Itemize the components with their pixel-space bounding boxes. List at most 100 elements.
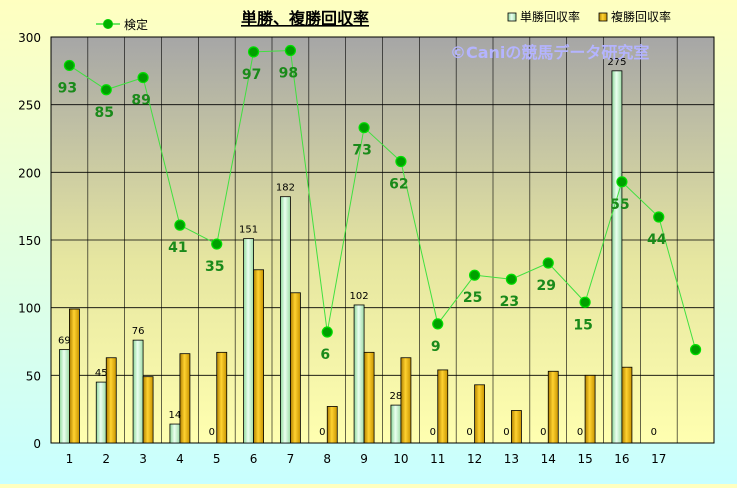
bar-win-label: 151	[239, 225, 258, 236]
bar-win-label: 28	[390, 391, 403, 402]
bar-win-label: 275	[607, 57, 626, 68]
x-tick-label: 6	[250, 452, 258, 466]
x-tick-label: 2	[102, 452, 110, 466]
x-tick-label: 10	[393, 452, 408, 466]
line-point	[321, 326, 333, 338]
bar-place	[69, 308, 80, 444]
legend-label-line: 検定	[124, 17, 148, 32]
bar-win	[611, 70, 623, 444]
bar-place	[326, 406, 338, 444]
bar-place	[290, 292, 301, 444]
x-tick-label: 3	[139, 452, 147, 466]
y-tick-label: 300	[18, 31, 41, 45]
line-point	[247, 46, 260, 58]
line-point	[468, 269, 481, 281]
bar-place	[179, 353, 191, 444]
bar-place	[105, 357, 117, 444]
grid	[50, 36, 715, 444]
x-tick-label: 13	[504, 452, 519, 466]
point-label: 73	[352, 143, 371, 159]
line-point	[653, 211, 665, 223]
line-point	[358, 122, 370, 134]
y-axis: 0 50 100 150 200 250 300	[18, 31, 41, 451]
bar-win-label: 14	[169, 410, 182, 421]
bar-win-label: 182	[276, 183, 295, 194]
x-tick-label: 14	[541, 452, 556, 466]
bar-place	[511, 410, 522, 444]
y-tick-label: 100	[18, 302, 41, 316]
bars	[59, 70, 633, 444]
point-label: 35	[205, 259, 224, 275]
legend-item-place: 複勝回収率	[598, 9, 671, 24]
bar-win-label: 0	[430, 427, 436, 438]
point-label: 9	[431, 339, 441, 355]
bar-place	[621, 366, 633, 444]
bar-win-label: 76	[132, 326, 145, 337]
bar-place	[474, 384, 485, 444]
bar-win	[280, 196, 291, 444]
y-tick-label: 150	[18, 234, 41, 248]
bar-place	[216, 351, 228, 444]
point-label: 89	[131, 93, 150, 109]
point-label: 29	[537, 278, 556, 294]
bar-place	[363, 351, 375, 444]
x-tick-label: 17	[651, 452, 666, 466]
bar-win-label: 0	[466, 427, 472, 438]
line-point	[137, 71, 149, 84]
line-path	[69, 50, 697, 350]
bar-win-label: 0	[209, 427, 215, 438]
legend-label-place: 複勝回収率	[611, 9, 671, 24]
y-tick-label: 0	[33, 437, 41, 451]
bar-place	[253, 269, 264, 444]
bar-win-label: 69	[58, 336, 71, 347]
bar-place	[547, 370, 559, 444]
bar-win	[95, 381, 107, 444]
point-label: 85	[95, 105, 114, 121]
bar-win-label: 45	[95, 368, 108, 379]
line-point	[432, 318, 444, 330]
legend-label-win: 単勝回収率	[520, 9, 580, 24]
x-tick-label: 16	[614, 452, 629, 466]
x-tick-label: 12	[467, 452, 482, 466]
point-label: 62	[389, 177, 408, 193]
line-point	[174, 219, 186, 231]
y-tick-label: 250	[18, 99, 41, 113]
bar-win	[169, 423, 181, 444]
x-tick-label: 15	[577, 452, 592, 466]
chart-title: 単勝、複勝回収率	[241, 9, 369, 28]
line-point	[505, 273, 518, 285]
legend-item-win: 単勝回収率	[507, 9, 580, 24]
bar-win-label: 0	[651, 427, 657, 438]
point-label: 6	[320, 347, 330, 363]
point-label: 44	[647, 232, 667, 248]
x-tick-label: 7	[287, 452, 295, 466]
legend-item-line: 検定	[96, 17, 148, 32]
bar-place	[400, 357, 412, 444]
watermark: ©Caniの競馬データ研究室	[450, 43, 649, 62]
bar-win	[132, 339, 144, 444]
bar-win-label: 0	[319, 427, 325, 438]
line-point	[63, 59, 76, 72]
bar-win-label: 0	[577, 427, 583, 438]
bar-place	[142, 376, 154, 444]
point-label: 55	[610, 197, 629, 213]
legend: 検定 単勝回収率 複勝回収率	[96, 9, 671, 32]
line-point	[616, 176, 628, 188]
x-tick-label: 11	[430, 452, 445, 466]
point-label: 25	[463, 290, 482, 306]
bar-win-label: 102	[350, 291, 369, 302]
point-labels: 93 85 89 41 35 97 98 6 73 62 9 25 23 29 15 55 44	[58, 66, 667, 363]
legend-swatch-place	[598, 12, 608, 22]
point-label: 41	[168, 240, 187, 256]
x-tick-label: 9	[360, 452, 368, 466]
bar-place	[437, 369, 449, 444]
line-point	[542, 257, 554, 269]
x-tick-label: 1	[66, 452, 74, 466]
plot-border	[50, 36, 715, 444]
legend-line-marker	[103, 19, 113, 29]
x-tick-label: 8	[323, 452, 331, 466]
point-label: 15	[573, 317, 592, 333]
line-point	[100, 84, 112, 96]
